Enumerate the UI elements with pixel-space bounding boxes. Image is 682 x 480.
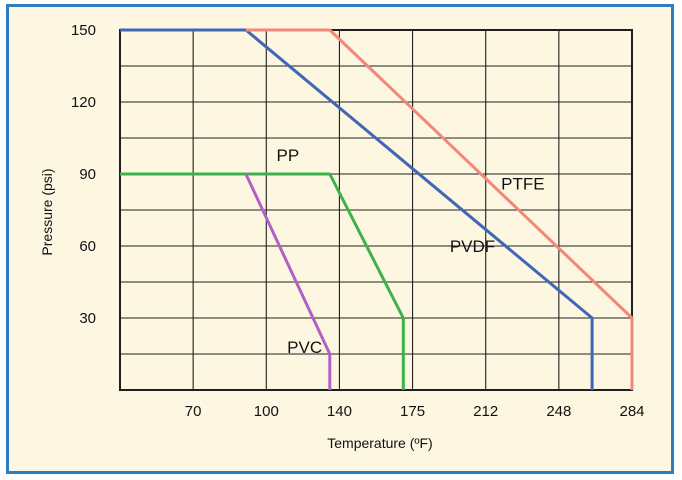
- y-axis-ticks: 150 120 90 60 30: [71, 22, 96, 327]
- series-label-ptfe: PTFE: [501, 175, 544, 194]
- x-tick-label: 284: [619, 403, 644, 420]
- series-line-pvc: [244, 173, 332, 390]
- series-line-pvdf: [120, 28, 594, 390]
- series-labels: PP PVC PVDF PTFE: [277, 146, 545, 357]
- x-tick-label: 212: [473, 403, 498, 420]
- x-tick-label: 175: [400, 403, 425, 420]
- grid: [119, 29, 633, 391]
- x-tick-label: 140: [327, 403, 352, 420]
- y-axis-title: Pressure (psi): [39, 168, 55, 255]
- series-line-ptfe: [245, 28, 634, 390]
- x-tick-label: 70: [185, 403, 202, 420]
- series-label-pp: PP: [277, 146, 300, 165]
- series-label-pvdf: PVDF: [450, 237, 495, 256]
- series-label-pvc: PVC: [287, 338, 322, 357]
- x-tick-label: 100: [254, 403, 279, 420]
- series-layer: [120, 28, 634, 390]
- series-line-pp: [120, 172, 405, 390]
- y-tick-label: 120: [71, 94, 96, 111]
- y-tick-label: 90: [79, 166, 96, 183]
- y-tick-label: 30: [79, 310, 96, 327]
- y-tick-label: 60: [79, 238, 96, 255]
- x-axis-ticks: 70 100 140 175 212 248 284: [185, 403, 645, 420]
- plot-border: [119, 29, 633, 391]
- x-axis-title: Temperature (ºF): [327, 435, 432, 451]
- y-tick-label: 150: [71, 22, 96, 39]
- x-tick-label: 248: [546, 403, 571, 420]
